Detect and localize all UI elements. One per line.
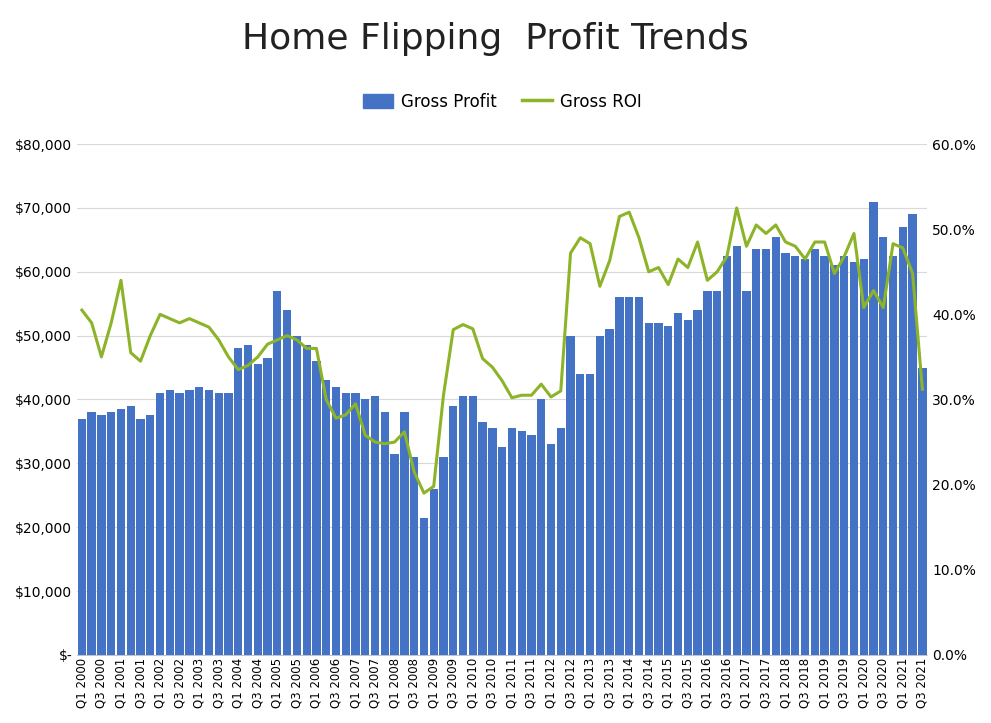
Bar (713, 291, 721, 655)
Bar (410, 457, 418, 655)
Bar (292, 335, 301, 655)
Bar (146, 416, 155, 655)
Bar (625, 297, 633, 655)
Bar (185, 390, 193, 655)
Bar (557, 428, 565, 655)
Bar (107, 412, 115, 655)
Bar (547, 444, 555, 655)
Bar (654, 323, 663, 655)
Bar (127, 406, 135, 655)
Bar (322, 380, 330, 655)
Bar (879, 236, 887, 655)
Bar (752, 249, 760, 655)
Bar (869, 202, 878, 655)
Bar (507, 428, 516, 655)
Bar (576, 374, 585, 655)
Bar (479, 422, 487, 655)
Bar (722, 256, 731, 655)
Bar (371, 396, 380, 655)
Bar (791, 256, 800, 655)
Bar (352, 393, 360, 655)
Bar (489, 428, 496, 655)
Bar (850, 262, 858, 655)
Bar (254, 364, 262, 655)
Bar (497, 448, 506, 655)
Bar (644, 323, 653, 655)
Bar (469, 396, 477, 655)
Bar (527, 435, 535, 655)
Bar (586, 374, 595, 655)
Bar (449, 406, 458, 655)
Bar (214, 393, 223, 655)
Bar (606, 329, 613, 655)
Bar (889, 256, 897, 655)
Bar (429, 489, 438, 655)
Bar (283, 310, 291, 655)
Bar (224, 393, 233, 655)
Bar (781, 252, 790, 655)
Bar (899, 227, 907, 655)
Bar (87, 412, 96, 655)
Bar (704, 291, 712, 655)
Bar (205, 390, 213, 655)
Bar (684, 320, 692, 655)
Bar (137, 419, 145, 655)
Bar (664, 326, 673, 655)
Bar (517, 432, 526, 655)
Bar (674, 313, 682, 655)
Bar (390, 454, 398, 655)
Bar (694, 310, 702, 655)
Bar (772, 236, 780, 655)
Bar (234, 348, 243, 655)
Bar (332, 387, 340, 655)
Bar (175, 393, 183, 655)
Bar (909, 214, 917, 655)
Bar (859, 259, 868, 655)
Bar (361, 400, 370, 655)
Bar (117, 409, 125, 655)
Bar (420, 518, 428, 655)
Bar (312, 362, 320, 655)
Bar (615, 297, 623, 655)
Text: Home Flipping  Profit Trends: Home Flipping Profit Trends (242, 22, 749, 56)
Bar (801, 259, 810, 655)
Bar (156, 393, 165, 655)
Bar (762, 249, 770, 655)
Bar (742, 291, 750, 655)
Bar (596, 335, 604, 655)
Bar (919, 367, 927, 655)
Bar (165, 390, 174, 655)
Bar (342, 393, 350, 655)
Bar (567, 335, 575, 655)
Bar (195, 387, 203, 655)
Bar (537, 400, 545, 655)
Bar (830, 265, 838, 655)
Bar (811, 249, 819, 655)
Legend: Gross Profit, Gross ROI: Gross Profit, Gross ROI (356, 86, 648, 117)
Bar (732, 247, 741, 655)
Bar (77, 419, 86, 655)
Bar (264, 358, 272, 655)
Bar (439, 457, 448, 655)
Bar (302, 345, 311, 655)
Bar (274, 291, 281, 655)
Bar (244, 345, 252, 655)
Bar (97, 416, 106, 655)
Bar (821, 256, 828, 655)
Bar (381, 412, 389, 655)
Bar (635, 297, 643, 655)
Bar (400, 412, 408, 655)
Bar (840, 256, 848, 655)
Bar (459, 396, 467, 655)
